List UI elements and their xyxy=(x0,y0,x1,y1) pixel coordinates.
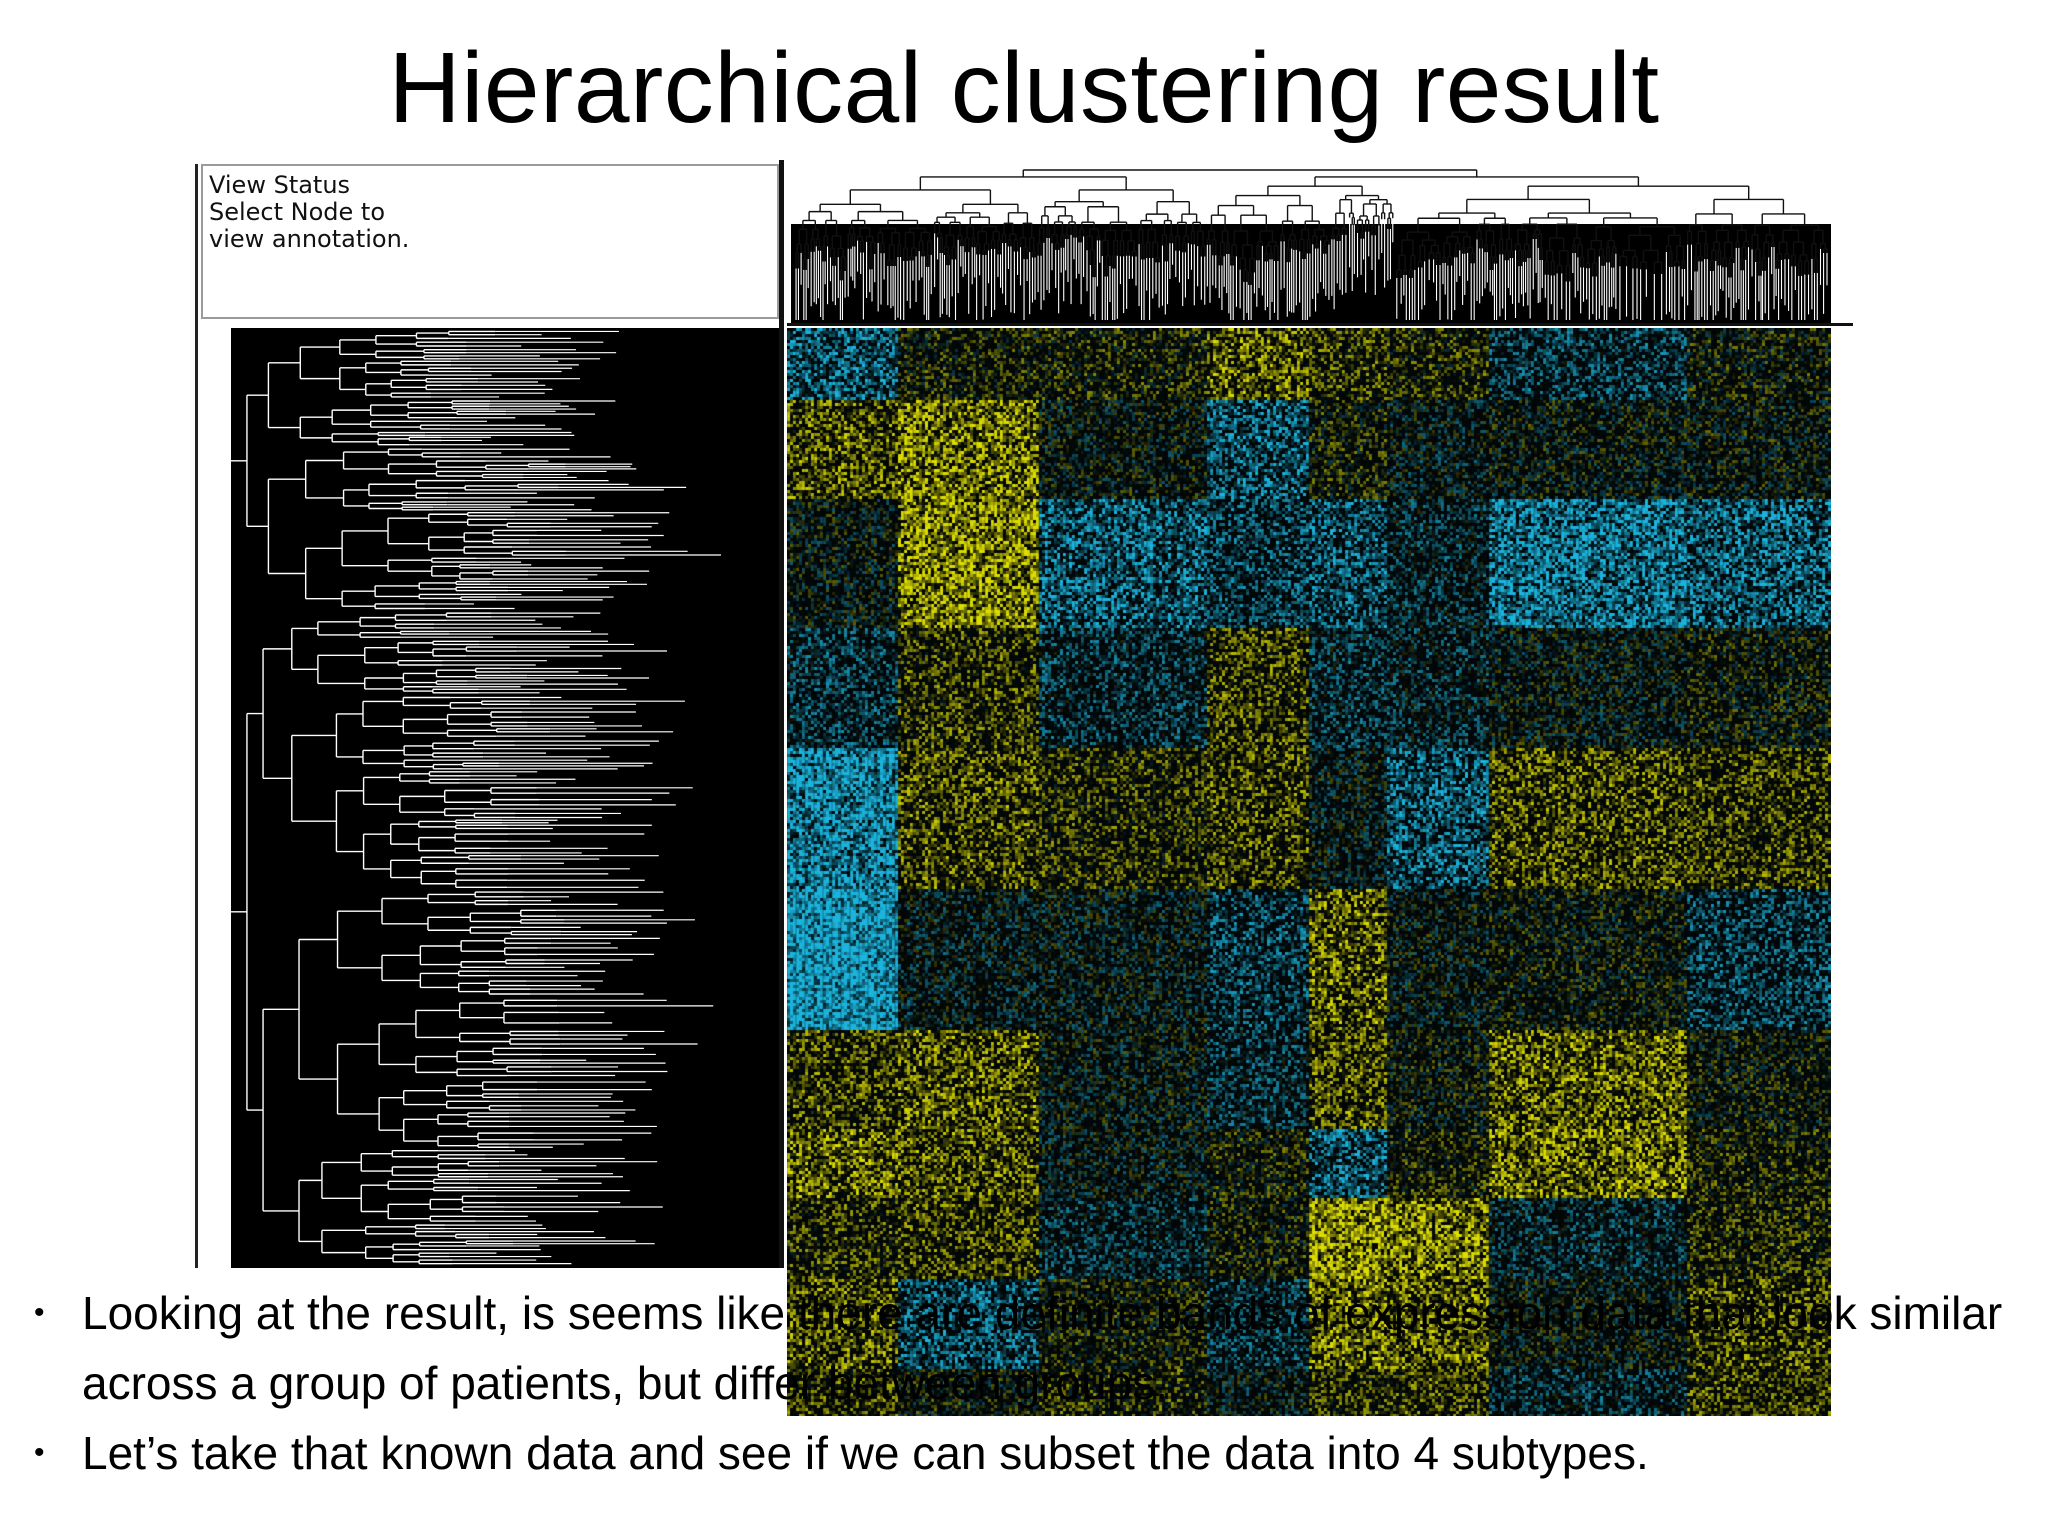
bullet-item: • Looking at the result, is seems like t… xyxy=(30,1278,2020,1418)
bullet-text: Let’s take that known data and see if we… xyxy=(82,1427,1649,1479)
bullet-list: • Looking at the result, is seems like t… xyxy=(30,1278,2020,1488)
status-line-1: View Status xyxy=(209,171,351,199)
left-border xyxy=(195,164,198,1268)
pane-divider[interactable] xyxy=(779,160,784,1268)
row-dendrogram[interactable] xyxy=(201,328,779,1268)
bullet-item: • Let’s take that known data and see if … xyxy=(30,1418,2020,1488)
heatmap-canvas[interactable] xyxy=(787,328,1831,1416)
column-dendrogram[interactable] xyxy=(783,164,1853,324)
view-status-panel: View Status Select Node to view annotati… xyxy=(201,164,779,319)
expression-heatmap[interactable] xyxy=(787,328,1831,1416)
treeview-window: View Status Select Node to view annotati… xyxy=(193,160,1853,1416)
slide-title: Hierarchical clustering result xyxy=(388,32,1660,144)
status-line-3: view annotation. xyxy=(209,225,410,253)
bullet-dot-icon: • xyxy=(34,1296,45,1329)
status-line-2: Select Node to xyxy=(209,198,386,226)
column-dendrogram-divider xyxy=(787,323,1853,326)
bullet-dot-icon: • xyxy=(34,1436,45,1469)
bullet-text: Looking at the result, is seems like the… xyxy=(82,1287,2003,1409)
